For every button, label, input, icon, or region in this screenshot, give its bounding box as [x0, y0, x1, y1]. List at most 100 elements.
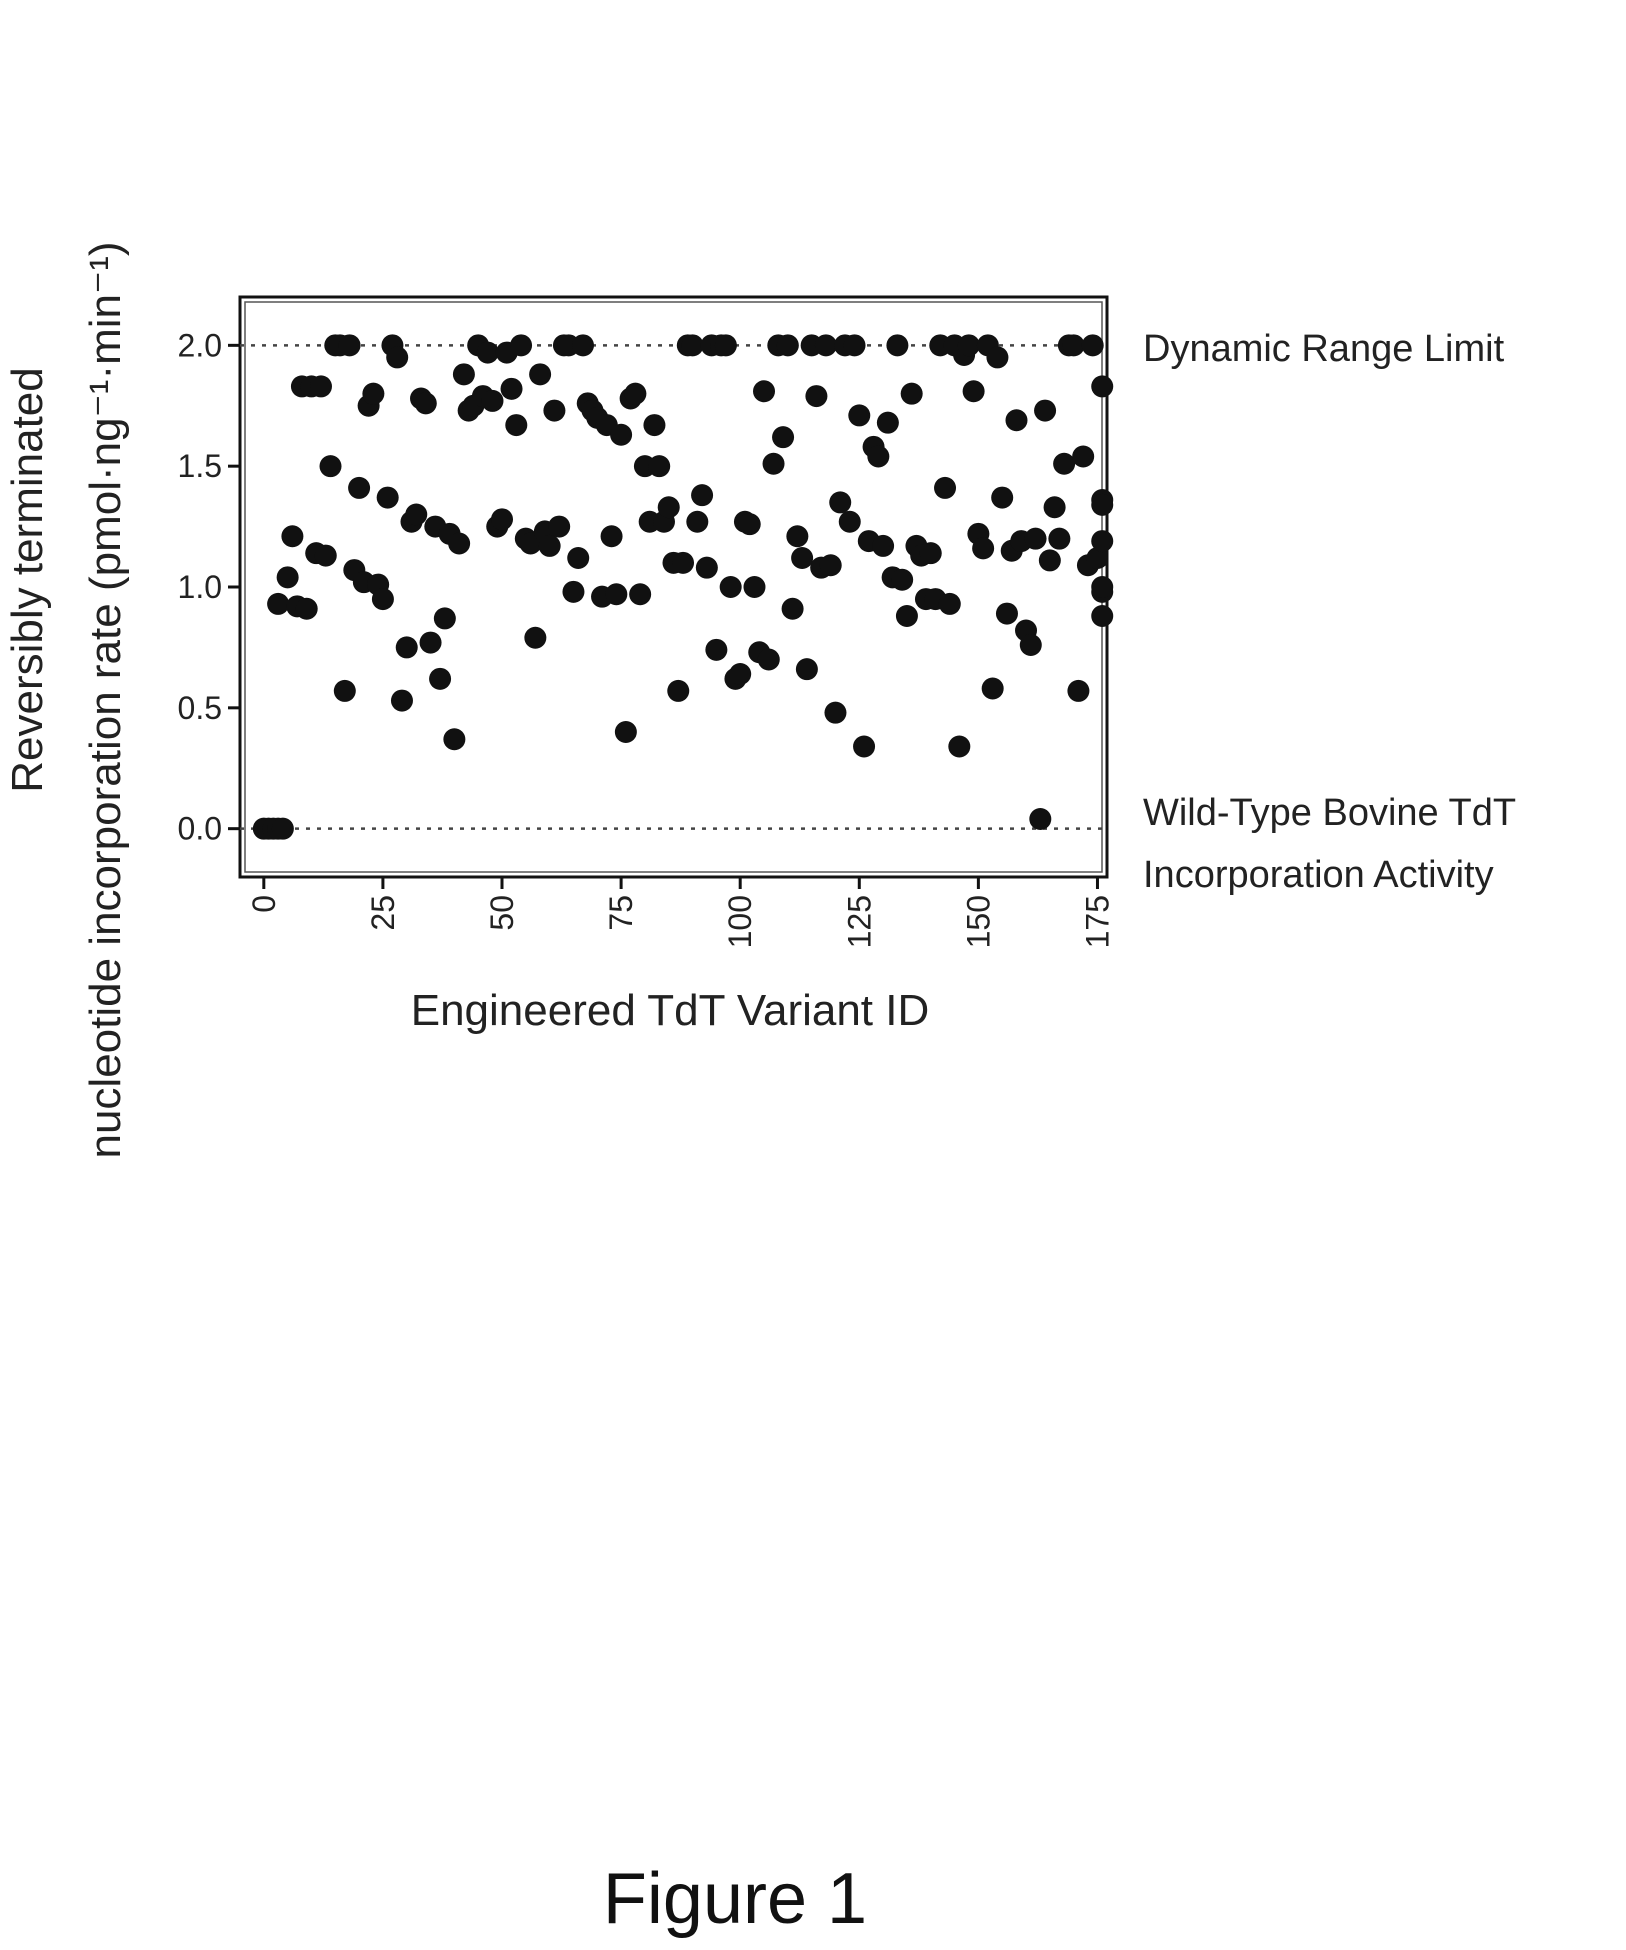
data-point — [1048, 527, 1071, 550]
data-point — [757, 648, 780, 671]
data-point — [995, 602, 1018, 625]
ref-label-dynamic-range: Dynamic Range Limit — [1143, 328, 1505, 370]
data-point — [919, 542, 942, 565]
data-point — [1005, 409, 1028, 432]
data-point — [510, 334, 533, 357]
data-point — [338, 334, 361, 357]
data-point — [1091, 530, 1114, 553]
data-point — [1043, 496, 1066, 519]
data-point — [543, 399, 566, 422]
data-point — [900, 382, 923, 405]
data-point — [814, 334, 837, 357]
data-point — [600, 525, 623, 548]
data-point — [891, 568, 914, 591]
data-point — [1091, 605, 1114, 627]
y-tick-label: 1.0 — [178, 569, 222, 605]
x-tick-label: 125 — [841, 895, 877, 948]
data-point — [1072, 445, 1095, 468]
data-point — [281, 525, 304, 548]
x-tick-label: 150 — [960, 895, 996, 948]
data-point — [695, 556, 718, 579]
data-point — [1024, 527, 1047, 550]
data-point — [1091, 576, 1114, 598]
y-axis-title-line1: Reversibly terminated — [3, 367, 52, 793]
data-point — [476, 341, 499, 364]
data-point — [648, 455, 671, 478]
data-point — [938, 592, 961, 615]
data-point — [448, 532, 471, 555]
data-point — [957, 334, 980, 357]
data-point — [667, 679, 690, 702]
x-tick-label: 100 — [722, 895, 758, 948]
data-point — [610, 423, 633, 446]
data-point — [267, 592, 290, 615]
data-point — [738, 513, 761, 536]
data-point — [386, 346, 409, 369]
data-point — [1053, 452, 1076, 475]
data-point — [714, 334, 737, 357]
data-point — [314, 544, 337, 567]
data-point — [429, 667, 452, 690]
data-point — [776, 334, 799, 357]
data-point — [872, 534, 895, 557]
y-tick-label: 0.5 — [178, 690, 222, 726]
data-point — [876, 411, 899, 434]
data-point — [348, 476, 371, 499]
data-point — [571, 334, 594, 357]
data-point — [481, 389, 504, 412]
data-point — [319, 455, 342, 478]
y-tick-label: 0.0 — [178, 811, 222, 847]
data-point — [500, 377, 523, 400]
data-point — [1029, 808, 1052, 830]
x-tick-label: 175 — [1079, 895, 1115, 948]
data-point — [491, 508, 514, 531]
x-axis-title: Engineered TdT Variant ID — [411, 986, 930, 1035]
data-point — [548, 515, 571, 538]
data-point — [1091, 375, 1114, 398]
data-point — [838, 510, 861, 533]
data-point — [895, 605, 918, 627]
data-point — [524, 626, 547, 649]
data-point — [791, 547, 814, 569]
data-point — [405, 503, 428, 526]
data-point — [762, 452, 785, 475]
data-point — [390, 689, 413, 712]
data-point — [567, 547, 590, 569]
data-point — [753, 380, 776, 403]
data-point — [886, 334, 909, 357]
data-point — [962, 380, 985, 403]
data-point — [843, 334, 866, 357]
data-point — [605, 583, 628, 606]
data-point — [1062, 334, 1085, 357]
data-point — [333, 679, 356, 702]
data-point — [934, 476, 957, 499]
data-point — [772, 426, 795, 449]
data-point — [1081, 334, 1104, 357]
data-point — [643, 414, 666, 437]
data-point — [705, 638, 728, 661]
data-point — [972, 537, 995, 560]
data-point — [371, 588, 394, 611]
data-point — [686, 510, 709, 533]
data-point — [538, 534, 561, 557]
data-point — [691, 484, 714, 507]
y-tick-label: 1.5 — [178, 448, 222, 484]
data-point — [948, 735, 971, 758]
data-point — [681, 334, 704, 357]
data-point — [824, 701, 847, 724]
data-point — [991, 486, 1014, 509]
data-point — [376, 486, 399, 509]
data-point — [981, 677, 1004, 700]
data-point — [819, 554, 842, 577]
data-point — [419, 631, 442, 654]
data-point — [1019, 634, 1042, 656]
data-point — [672, 551, 695, 574]
data-point — [1034, 399, 1057, 422]
data-point — [624, 382, 647, 405]
data-point — [781, 597, 804, 620]
data-point — [414, 392, 437, 415]
y-axis-title-line2: nucleotide incorporation rate (pmol·ng⁻¹… — [81, 241, 130, 1158]
data-point — [1091, 493, 1114, 516]
data-point — [271, 817, 294, 840]
y-tick-label: 2.0 — [178, 327, 222, 363]
